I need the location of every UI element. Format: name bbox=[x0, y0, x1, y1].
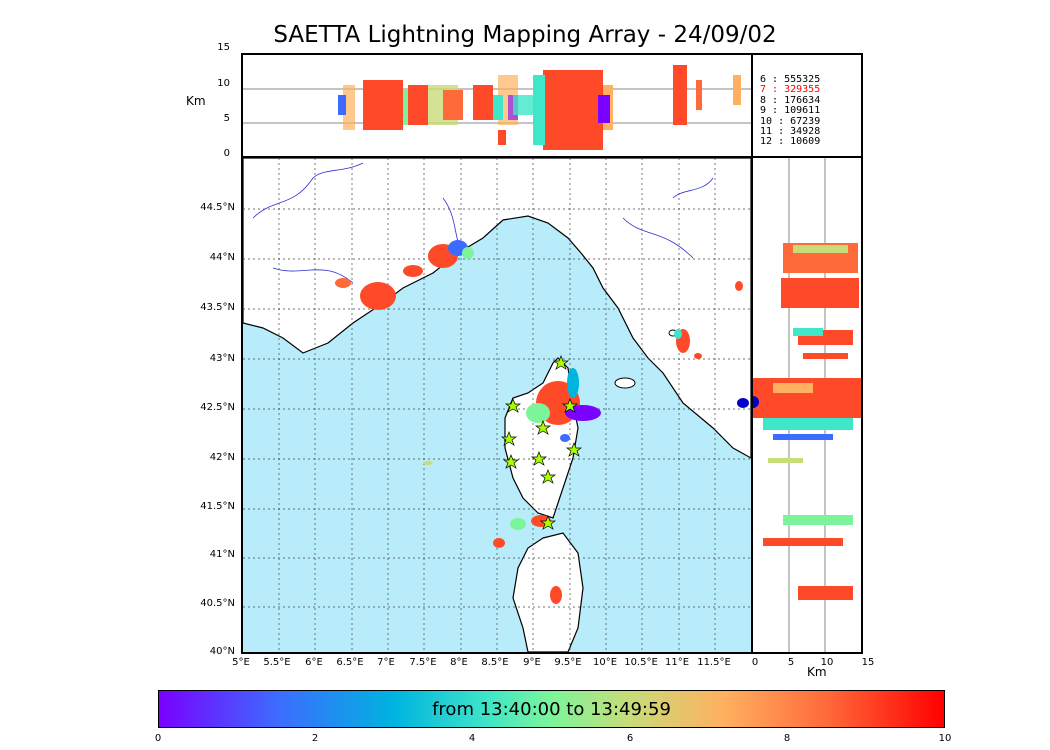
alt-tick-10: 10 bbox=[217, 78, 230, 89]
lon-tick: 5.5°E bbox=[263, 657, 291, 668]
altitude-unit-label: Km bbox=[186, 94, 206, 108]
lon-tick: 6°E bbox=[305, 657, 323, 668]
stats-row: 11 : 34928 bbox=[760, 126, 821, 138]
lat-tick: 40°N bbox=[209, 646, 235, 657]
side-sources bbox=[753, 243, 861, 600]
lon-tick: 10°E bbox=[592, 657, 618, 668]
lon-tick: 8°E bbox=[450, 657, 468, 668]
lat-tick: 42.5°N bbox=[200, 402, 235, 413]
side-x-tick: 15 bbox=[861, 657, 875, 668]
side-unit-label: Km bbox=[807, 665, 827, 679]
lon-tick: 7.5°E bbox=[409, 657, 437, 668]
stats-row: 12 : 10609 bbox=[760, 136, 821, 148]
altitude-sources bbox=[338, 65, 741, 150]
lat-tick: 41.5°N bbox=[200, 501, 235, 512]
lon-tick: 10.5°E bbox=[624, 657, 658, 668]
side-plot bbox=[753, 158, 861, 652]
lon-tick: 9°E bbox=[523, 657, 541, 668]
time-colorbar: from 13:40:00 to 13:49:59 bbox=[158, 690, 945, 728]
lon-tick: 9.5°E bbox=[554, 657, 582, 668]
stats-list: 6 : 555325 7 : 329355 8 : 176634 9 : 109… bbox=[760, 74, 821, 148]
stats-row: 6 : 555325 bbox=[760, 74, 821, 85]
alt-tick-0: 0 bbox=[223, 148, 230, 159]
lon-tick: 6.5°E bbox=[336, 657, 364, 668]
altitude-time-panel bbox=[241, 53, 753, 158]
lat-tick: 44°N bbox=[209, 252, 235, 263]
lat-tick: 43.5°N bbox=[200, 302, 235, 313]
colorbar-tick: 6 bbox=[626, 733, 634, 744]
latitude-altitude-panel bbox=[751, 156, 863, 654]
altitude-plot bbox=[243, 65, 751, 150]
sardinia-island bbox=[512, 532, 584, 652]
lightning-sources bbox=[335, 240, 749, 604]
mainland-coast bbox=[243, 158, 751, 459]
rivers bbox=[252, 162, 714, 284]
colorbar-tick: 4 bbox=[468, 733, 476, 744]
side-x-tick: 0 bbox=[751, 657, 759, 668]
stats-row: 7 : 329355 bbox=[760, 84, 821, 96]
lon-tick: 5°E bbox=[232, 657, 250, 668]
colorbar-tick: 2 bbox=[311, 733, 319, 744]
alt-tick-15: 15 bbox=[217, 42, 230, 53]
lon-tick: 8.5°E bbox=[481, 657, 509, 668]
lon-tick: 11.5°E bbox=[697, 657, 731, 668]
lon-tick: 11°E bbox=[664, 657, 690, 668]
stats-panel bbox=[751, 53, 863, 158]
lat-tick: 42°N bbox=[209, 452, 235, 463]
colorbar-tick: 0 bbox=[154, 733, 162, 744]
colorbar-tick: 10 bbox=[938, 733, 952, 744]
colorbar-tick: 8 bbox=[783, 733, 791, 744]
stats-row: 10 : 67239 bbox=[760, 115, 821, 127]
alt-tick-5: 5 bbox=[223, 113, 230, 124]
stats-row: 8 : 176634 bbox=[760, 94, 821, 106]
map-panel bbox=[241, 156, 753, 654]
side-x-tick: 5 bbox=[787, 657, 795, 668]
stats-row: 9 : 109611 bbox=[760, 105, 821, 117]
colorbar-time-range: from 13:40:00 to 13:49:59 bbox=[432, 699, 671, 720]
page-title: SAETTA Lightning Mapping Array - 24/09/0… bbox=[273, 22, 777, 48]
lat-tick: 40.5°N bbox=[200, 598, 235, 609]
lat-tick: 41°N bbox=[209, 549, 235, 560]
lon-tick: 7°E bbox=[377, 657, 395, 668]
side-x-tick: 10 bbox=[820, 657, 834, 668]
station-markers bbox=[500, 355, 583, 530]
lat-tick: 44.5°N bbox=[200, 202, 235, 213]
map-plot bbox=[243, 158, 751, 652]
lat-tick: 43°N bbox=[209, 353, 235, 364]
